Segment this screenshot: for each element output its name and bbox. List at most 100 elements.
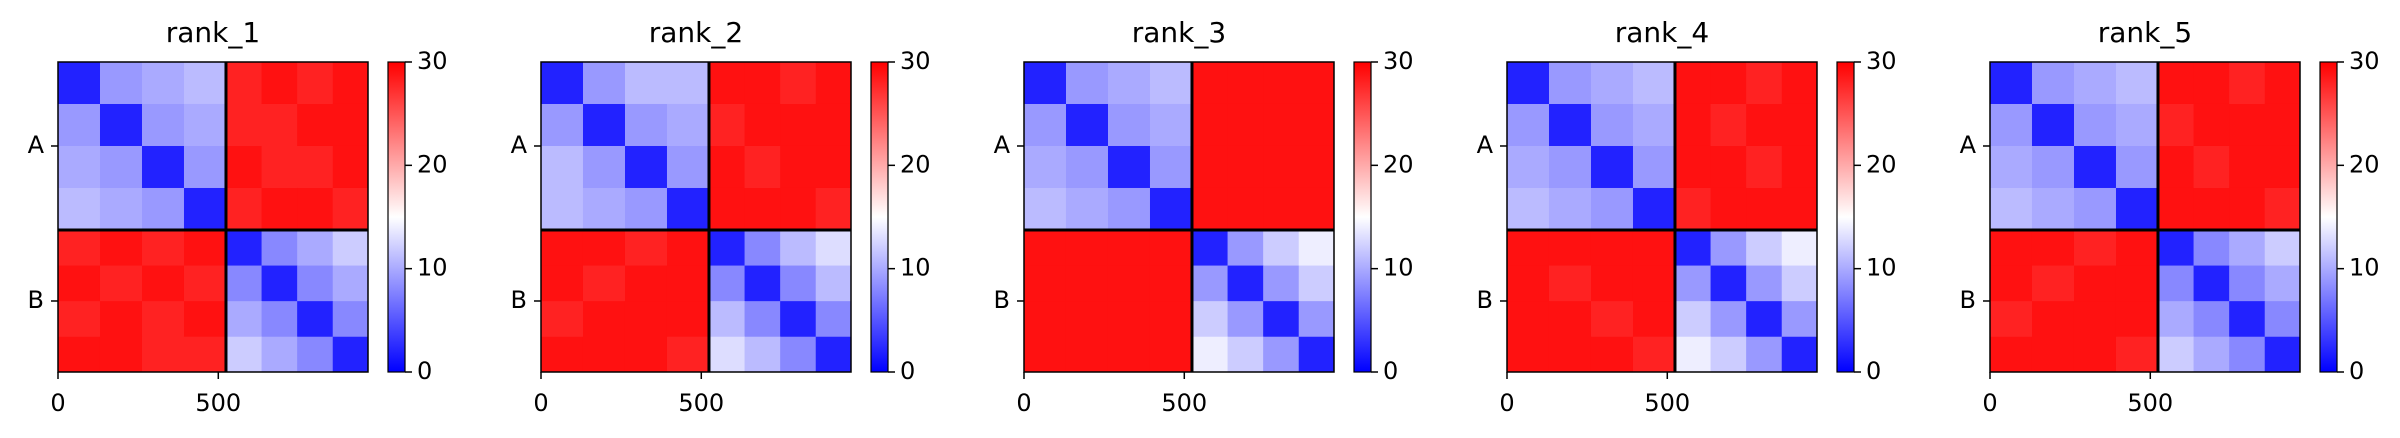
heatmap-cell xyxy=(297,103,334,147)
heatmap-cell xyxy=(1990,187,2033,231)
heatmap-cell xyxy=(624,336,668,373)
heatmap-cell xyxy=(1263,229,1300,267)
colorbar-tick-label: 0 xyxy=(900,357,915,385)
heatmap-cell xyxy=(708,229,746,267)
heatmap-cell xyxy=(2073,301,2117,338)
heatmap-cell xyxy=(1507,265,1550,302)
heatmap-cell xyxy=(541,301,584,338)
heatmap-cell xyxy=(541,62,584,105)
heatmap-cell xyxy=(2073,336,2117,373)
heatmap-cell xyxy=(1191,145,1229,189)
heatmap-cell xyxy=(2031,301,2075,338)
heatmap-cell xyxy=(1107,301,1151,338)
heatmap-cell xyxy=(1263,145,1300,189)
heatmap-cell xyxy=(1710,62,1747,105)
heatmap-cell xyxy=(1548,301,1592,338)
heatmap-cell xyxy=(1632,145,1676,189)
heatmap-cell xyxy=(2031,62,2075,105)
heatmap-cell xyxy=(225,336,263,373)
heatmap-cell xyxy=(1227,62,1264,105)
heatmap-cell xyxy=(99,229,143,267)
x-tick-label: 0 xyxy=(1982,389,1997,417)
colorbar-tick-label: 10 xyxy=(1383,254,1414,282)
colorbar-tick-label: 30 xyxy=(900,47,931,75)
y-tick-label: A xyxy=(28,131,45,159)
heatmap-cell xyxy=(1024,301,1067,338)
heatmap-cell xyxy=(780,145,817,189)
y-tick-label: B xyxy=(1477,286,1493,314)
heatmap-cell xyxy=(1298,62,1335,105)
heatmap-cell xyxy=(744,62,781,105)
heatmap-cell xyxy=(58,336,101,373)
heatmap-cell xyxy=(2031,265,2075,302)
heatmap-cell xyxy=(1990,301,2033,338)
heatmap-cell xyxy=(1674,229,1712,267)
heatmap-cell xyxy=(1590,187,1634,231)
colorbar-tick-label: 10 xyxy=(900,254,931,282)
colorbar-tick-label: 20 xyxy=(417,150,448,178)
heatmap-cell xyxy=(1263,336,1300,373)
y-tick-label: B xyxy=(28,286,44,314)
heatmap-cell xyxy=(1227,145,1264,189)
heatmap-cell xyxy=(332,336,369,373)
heatmap-cell xyxy=(225,145,263,189)
heatmap-cell xyxy=(1227,336,1264,373)
heatmap-cell xyxy=(332,229,369,267)
heatmap-cell xyxy=(1149,145,1193,189)
heatmap-cell xyxy=(1674,145,1712,189)
plot-frame xyxy=(540,61,852,373)
heatmap-cell xyxy=(1507,301,1550,338)
heatmap-cell xyxy=(1191,187,1229,231)
heatmap-cell xyxy=(2193,103,2230,147)
heatmap-cell xyxy=(2073,145,2117,189)
heatmap-cell xyxy=(332,187,369,231)
y-tick-label: B xyxy=(511,286,527,314)
heatmap-cell xyxy=(1746,145,1783,189)
heatmap-cell xyxy=(2264,301,2301,338)
plot-frame xyxy=(57,61,369,373)
heatmap-cell xyxy=(1065,336,1109,373)
heatmap-cell xyxy=(2193,145,2230,189)
heatmap-cell xyxy=(2193,187,2230,231)
heatmap-cell xyxy=(225,229,263,267)
heatmap-cell xyxy=(2031,336,2075,373)
heatmap-cell xyxy=(1710,103,1747,147)
heatmap-cell xyxy=(2229,145,2266,189)
heatmap-cell xyxy=(225,265,263,302)
heatmap-cell xyxy=(1548,187,1592,231)
heatmap-cell xyxy=(1191,229,1229,267)
heatmap-cell xyxy=(261,145,298,189)
heatmap-cell xyxy=(99,301,143,338)
heatmap-cell xyxy=(1227,301,1264,338)
heatmap-cell xyxy=(2031,145,2075,189)
heatmap-cell xyxy=(225,187,263,231)
heatmap-cell xyxy=(58,265,101,302)
heatmap-cell xyxy=(2229,103,2266,147)
heatmap-cell xyxy=(1710,145,1747,189)
colorbar-tick-label: 30 xyxy=(1383,47,1414,75)
heatmap-cell xyxy=(2115,103,2159,147)
heatmap-cell xyxy=(1507,336,1550,373)
colorbar-tick-label: 0 xyxy=(417,357,432,385)
heatmap-cell xyxy=(708,103,746,147)
heatmap-cell xyxy=(99,62,143,105)
heatmap-cell xyxy=(1781,336,1818,373)
heatmap-cell xyxy=(1632,336,1676,373)
heatmap-cell xyxy=(541,229,584,267)
heatmap-cell xyxy=(1548,103,1592,147)
heatmap-cell xyxy=(582,301,626,338)
heatmap-cell xyxy=(624,229,668,267)
heatmap-cell xyxy=(1590,265,1634,302)
heatmap-cell xyxy=(1149,301,1193,338)
heatmap-cell xyxy=(1746,265,1783,302)
heatmap-cell xyxy=(2193,265,2230,302)
heatmap-cell xyxy=(58,229,101,267)
y-tick-label: B xyxy=(994,286,1010,314)
heatmap-cell xyxy=(744,301,781,338)
heatmap-cell xyxy=(1024,187,1067,231)
heatmap-cell xyxy=(1990,145,2033,189)
heatmap-cell xyxy=(1298,103,1335,147)
heatmap-cell xyxy=(1149,103,1193,147)
heatmap-cell xyxy=(1263,103,1300,147)
